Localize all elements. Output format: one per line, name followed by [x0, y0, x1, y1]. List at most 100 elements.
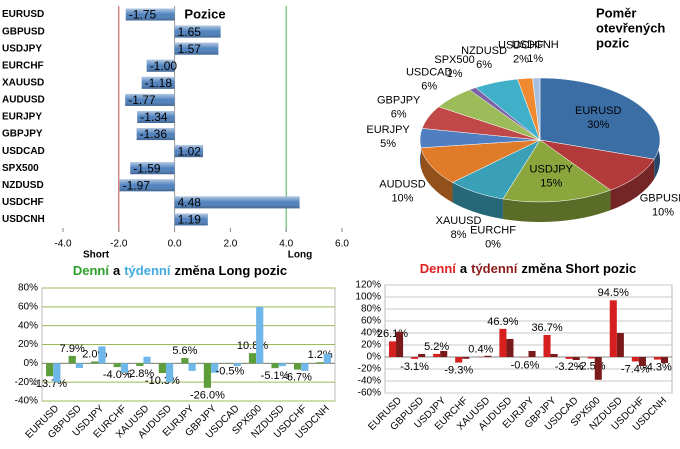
bar: [271, 363, 279, 369]
bar-shine: [119, 179, 175, 192]
y-tick-label: 80%: [361, 304, 381, 315]
title-part: a: [460, 261, 468, 276]
bar: [233, 363, 241, 367]
value-label: -26.0%: [190, 390, 225, 402]
category-label: XAUUSD: [2, 77, 44, 88]
y-tick-label: 120%: [355, 280, 381, 291]
chart-title: Poměr: [596, 5, 636, 20]
value-label: -10.3%: [145, 375, 180, 387]
value-label: 1.19: [178, 213, 202, 227]
x-tick-label: -4.0: [54, 239, 72, 250]
value-label: 1.02: [178, 144, 202, 158]
slice-label: SPX500: [434, 54, 474, 66]
bar: [660, 357, 669, 363]
value-label: 10.8%: [237, 340, 268, 352]
bar: [323, 353, 331, 364]
slice: [539, 77, 661, 160]
value-label: 5.2%: [424, 341, 449, 353]
slice-label: USDJPY: [530, 164, 574, 176]
bar: [484, 355, 492, 357]
bar-shine: [137, 111, 175, 123]
bar: [113, 363, 121, 368]
bar-shine: [125, 93, 175, 106]
category-label: AUDUSD: [2, 95, 45, 106]
bar-shine: [130, 162, 175, 175]
bar: [594, 357, 602, 380]
bar: [165, 363, 174, 383]
slice-label: XAUUSD: [436, 215, 482, 227]
bar: [46, 363, 54, 377]
value-label: 1.65: [178, 25, 202, 39]
category-label: EURUSD: [2, 9, 44, 20]
value-label: -1.59: [133, 161, 161, 175]
y-tick-label: -20%: [15, 377, 38, 388]
slice-side: [452, 182, 503, 219]
y-tick-label: -40%: [15, 396, 38, 407]
bar: [98, 346, 106, 364]
value-label: -3.1%: [400, 361, 429, 373]
slice-label: NZDUSD: [461, 45, 507, 57]
category-label: USDJPY: [2, 43, 42, 54]
bar-shine: [174, 145, 204, 158]
bar: [411, 357, 419, 359]
bar-shine: [125, 8, 175, 21]
y-tick-label: 100%: [355, 292, 381, 303]
category-label: EURJPY: [2, 112, 42, 123]
value-label: 46.9%: [487, 316, 518, 328]
y-tick-label: -20%: [358, 364, 381, 375]
slice-label: EURJPY: [366, 124, 410, 136]
bar: [550, 354, 558, 357]
bar-shine: [174, 42, 219, 55]
bar: [587, 357, 595, 359]
bar: [143, 356, 151, 364]
x-tick-label: 4.0: [279, 239, 293, 250]
value-label: -1.18: [145, 76, 173, 90]
bar-shine: [174, 196, 300, 209]
bar: [543, 334, 551, 357]
bar: [440, 351, 448, 357]
bar: [418, 354, 426, 357]
category-label: GBPUSD: [2, 26, 45, 37]
slice-value: 6%: [421, 81, 437, 93]
bar-shine: [146, 59, 175, 72]
bar: [53, 363, 61, 383]
y-tick-label: -60%: [358, 388, 381, 399]
slice-label: AUDUSD: [379, 178, 426, 190]
y-tick-label: -40%: [358, 376, 381, 387]
value-label: -5.1%: [261, 370, 290, 382]
value-label: -1.97: [123, 178, 151, 192]
value-label: -1.75: [129, 8, 157, 22]
category-label: SPX500: [2, 163, 39, 174]
chart-title: otevřených: [596, 20, 665, 35]
y-tick-label: 0%: [24, 358, 39, 369]
bar: [388, 341, 397, 357]
bar: [638, 357, 646, 366]
bar: [528, 351, 536, 357]
slice-value: 0%: [485, 239, 501, 251]
slice: [502, 139, 612, 203]
slice-label: EURUSD: [575, 105, 622, 117]
y-tick-label: 40%: [361, 328, 381, 339]
value-label: 36.7%: [531, 322, 562, 334]
bar: [572, 357, 580, 360]
value-label: -1.00: [150, 59, 178, 73]
title-part: změna Short pozic: [521, 261, 636, 276]
value-label: -1.34: [140, 110, 168, 124]
bar: [565, 357, 573, 359]
chart-title: pozic: [596, 35, 629, 50]
slice-value: 2%: [513, 54, 529, 66]
value-label: -1.77: [128, 93, 156, 107]
slice-side: [420, 147, 453, 203]
bar: [158, 363, 166, 374]
bar: [616, 333, 624, 357]
title-part: Denní: [420, 261, 457, 276]
value-label: -13.7%: [32, 378, 67, 390]
slice-value: 6%: [391, 109, 407, 121]
slice-label: USDCAD: [406, 67, 453, 79]
title-part: Denní: [73, 263, 110, 278]
category-label: EURCHF: [2, 60, 44, 71]
value-label: -7.4%: [621, 363, 650, 375]
y-tick-label: 60%: [361, 316, 381, 327]
value-label: 1.57: [178, 42, 202, 56]
bar: [506, 339, 514, 357]
